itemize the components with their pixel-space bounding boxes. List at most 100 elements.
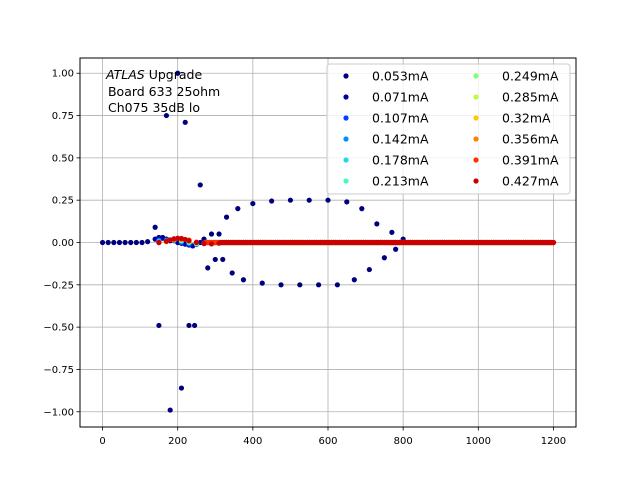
legend: 0.053mA 0.071mA 0.107mA 0.142mA 0.178mA 0.213… xyxy=(326,63,571,195)
annotation-text: ATLAS Upgrade xyxy=(105,67,202,82)
legend-marker xyxy=(473,178,479,184)
data-point xyxy=(186,238,192,244)
data-point xyxy=(152,224,158,230)
legend-label: 0.071mA xyxy=(372,90,429,105)
data-point xyxy=(229,270,235,276)
legend-label: 0.142mA xyxy=(372,132,429,147)
series-0.427mA xyxy=(156,235,557,247)
data-point xyxy=(235,206,241,212)
data-point xyxy=(163,112,170,119)
data-point xyxy=(306,197,312,203)
legend-marker xyxy=(473,115,479,121)
data-point xyxy=(167,407,173,413)
data-point xyxy=(156,239,162,246)
legend-marker xyxy=(343,115,349,121)
data-point xyxy=(269,198,275,204)
data-point xyxy=(178,385,185,391)
data-point xyxy=(240,277,247,283)
x-tick-label: 0 xyxy=(99,436,105,447)
data-point xyxy=(186,322,192,329)
data-point xyxy=(344,199,350,205)
data-point xyxy=(208,241,215,247)
data-point xyxy=(99,239,106,246)
axes-ticks: 0 200 400 600 800 1000 1200 −1.00 −0.75 −0.50 −0.2… xyxy=(43,69,566,447)
data-point xyxy=(145,239,151,245)
data-point xyxy=(316,282,322,288)
legend-marker xyxy=(343,157,349,163)
legend-label: 0.053mA xyxy=(372,69,429,84)
data-point xyxy=(359,206,365,212)
data-point xyxy=(111,239,117,246)
data-point xyxy=(175,70,181,76)
legend-label: 0.285mA xyxy=(502,90,559,105)
annotation-board: Board 633 25ohm xyxy=(104,84,220,99)
y-tick-label: 0.75 xyxy=(52,111,74,122)
data-point xyxy=(287,197,294,203)
data-point xyxy=(156,322,162,329)
x-tick-label: 1200 xyxy=(541,436,566,447)
data-point xyxy=(366,266,372,273)
data-point xyxy=(250,200,256,207)
y-tick-label: −0.75 xyxy=(43,365,74,376)
data-point xyxy=(297,282,303,288)
data-point xyxy=(182,119,188,125)
legend-label: 0.107mA xyxy=(372,111,429,126)
data-point xyxy=(175,235,181,241)
legend-label: 0.213mA xyxy=(372,174,429,189)
data-point xyxy=(193,239,200,246)
data-point xyxy=(212,256,218,263)
data-point xyxy=(259,280,265,286)
annotation-channel: Ch075 35dB lo xyxy=(104,100,200,115)
data-point xyxy=(128,239,134,246)
legend-marker xyxy=(473,73,479,79)
data-point xyxy=(223,214,230,220)
legend-label: 0.249mA xyxy=(502,69,559,84)
data-point xyxy=(133,239,139,246)
data-point xyxy=(192,322,198,329)
data-point xyxy=(116,239,123,246)
data-point xyxy=(351,277,357,283)
x-tick-label: 800 xyxy=(394,436,413,447)
legend-marker xyxy=(473,94,479,100)
y-tick-label: 0.00 xyxy=(52,238,74,249)
y-tick-label: 1.00 xyxy=(52,69,74,80)
annotation-atlas: ATLAS xyxy=(105,67,145,82)
data-point xyxy=(208,231,215,237)
legend-marker xyxy=(343,136,349,142)
x-tick-label: 200 xyxy=(168,436,187,447)
data-point xyxy=(205,265,211,271)
data-layer xyxy=(99,70,557,413)
legend-frame xyxy=(326,63,571,195)
data-point xyxy=(105,239,111,246)
legend-marker xyxy=(343,94,349,100)
x-tick-label: 600 xyxy=(318,436,337,447)
y-tick-label: −0.50 xyxy=(43,323,74,334)
x-tick-label: 1000 xyxy=(466,436,491,447)
legend-label: 0.356mA xyxy=(502,132,559,147)
legend-marker xyxy=(473,157,479,163)
legend-marker xyxy=(473,136,479,142)
data-point xyxy=(381,255,387,261)
data-point xyxy=(550,239,557,246)
legend-label: 0.32mA xyxy=(502,111,551,126)
y-tick-label: −0.25 xyxy=(43,280,74,291)
x-tick-label: 400 xyxy=(243,436,262,447)
y-tick-label: 0.25 xyxy=(52,196,74,207)
annotation-upgrade: Upgrade xyxy=(145,67,203,82)
data-point xyxy=(334,282,340,288)
data-point xyxy=(220,256,226,263)
legend-label: 0.427mA xyxy=(502,174,559,189)
data-point xyxy=(122,239,128,246)
legend-marker xyxy=(343,178,349,184)
y-tick-label: −1.00 xyxy=(43,407,74,418)
data-point xyxy=(197,182,203,188)
legend-marker xyxy=(343,73,349,79)
data-point xyxy=(216,231,222,237)
legend-label: 0.178mA xyxy=(372,153,429,168)
legend-label: 0.391mA xyxy=(502,153,559,168)
data-point xyxy=(325,197,331,203)
data-point xyxy=(139,239,145,246)
data-point xyxy=(201,240,207,247)
data-point xyxy=(278,282,284,288)
